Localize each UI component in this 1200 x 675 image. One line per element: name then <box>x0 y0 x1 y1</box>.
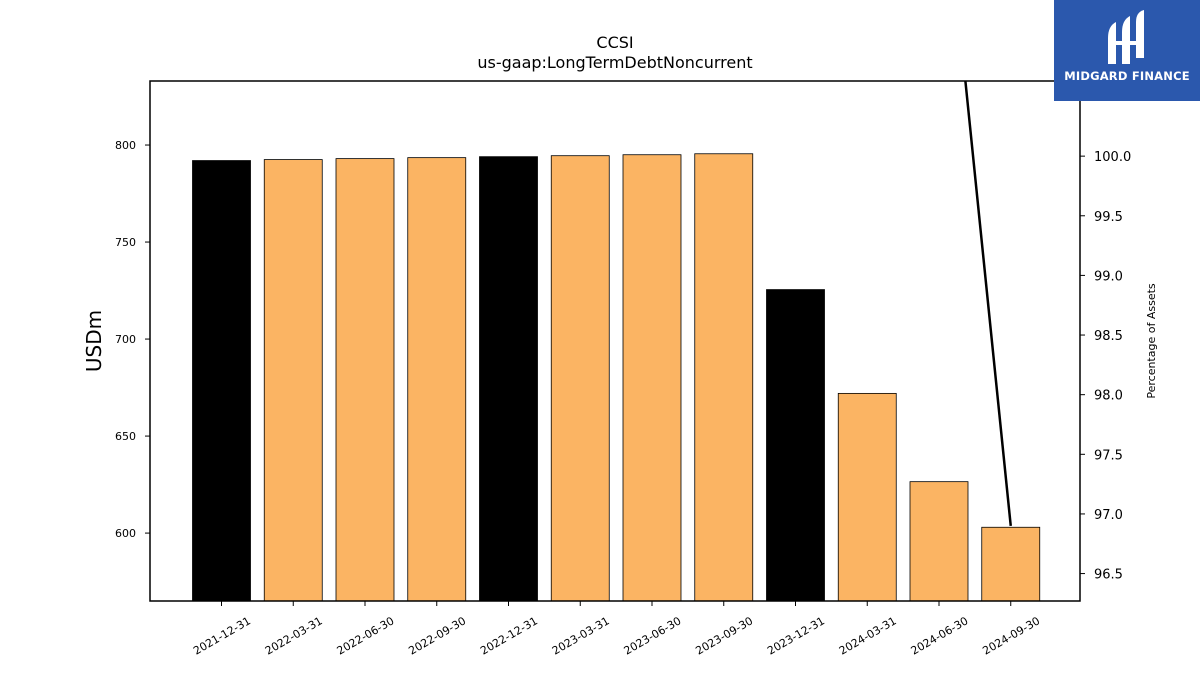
x-tick-label: 2022-12-31 <box>478 614 540 657</box>
y2-axis-label: Percentage of Assets <box>1145 283 1158 399</box>
chart-subtitle: us-gaap:LongTermDebtNoncurrent <box>477 53 752 72</box>
y2-tick-label: 99.5 <box>1094 210 1123 225</box>
y2-tick-label: 99.0 <box>1094 269 1123 284</box>
brand-logo: MIDGARD FINANCE <box>1054 0 1200 101</box>
y-tick-label: 750 <box>115 236 136 249</box>
plot-frame <box>149 80 1081 602</box>
y-tick-label: 800 <box>115 139 136 152</box>
right-axis-ticks: 96.5 97.0 97.5 98.0 98.5 99.0 99.5 100.0 <box>1080 150 1131 583</box>
bar-2024-09-30 <box>981 526 1041 602</box>
bar-2022-06-30 <box>335 158 395 602</box>
bar-2023-09-30 <box>694 153 754 602</box>
x-tick-label: 2022-06-30 <box>335 614 397 657</box>
percentage-line <box>964 81 1012 527</box>
x-tick-label: 2021-12-31 <box>191 614 253 657</box>
bar-2024-03-31 <box>837 392 897 602</box>
y-tick-label: 600 <box>115 527 136 540</box>
y2-tick-label: 98.5 <box>1094 329 1123 344</box>
bar-2021-12-31 <box>192 160 251 602</box>
logo-mark-icon <box>1108 10 1144 64</box>
x-tick-label: 2024-09-30 <box>980 614 1042 657</box>
x-tick-label: 2023-12-31 <box>765 614 827 657</box>
bar-2022-09-30 <box>407 157 467 602</box>
chart-title: CCSI <box>596 33 633 52</box>
x-tick-label: 2022-09-30 <box>406 614 468 657</box>
y2-tick-label: 97.5 <box>1094 448 1123 463</box>
y2-tick-label: 96.5 <box>1094 568 1123 583</box>
x-tick-label: 2023-03-31 <box>550 614 612 657</box>
x-tick-label: 2024-06-30 <box>909 614 971 657</box>
bar-2023-12-31 <box>766 289 825 602</box>
bar-2023-06-30 <box>622 154 682 602</box>
bar-2022-12-31 <box>479 156 538 602</box>
y-tick-label: 650 <box>115 430 136 443</box>
bar-2022-03-31 <box>263 159 323 602</box>
left-axis-ticks: 600 650 700 750 800 <box>115 139 150 540</box>
x-tick-label: 2023-09-30 <box>693 614 755 657</box>
bar-2023-03-31 <box>550 155 610 602</box>
y2-tick-label: 97.0 <box>1094 508 1123 523</box>
x-tick-label: 2023-06-30 <box>622 614 684 657</box>
logo-text: MIDGARD FINANCE <box>1064 69 1190 83</box>
x-axis-ticks: 2021-12-31 2022-03-31 2022-06-30 2022-09-30… <box>191 601 1042 658</box>
percentage-line-group <box>964 81 1012 527</box>
bars-group <box>192 153 1041 602</box>
x-tick-label: 2022-03-31 <box>263 614 325 657</box>
y2-tick-label: 98.0 <box>1094 389 1123 404</box>
y2-tick-label: 100.0 <box>1094 150 1131 165</box>
y-tick-label: 700 <box>115 333 136 346</box>
bar-2024-06-30 <box>909 481 969 602</box>
x-tick-label: 2024-03-31 <box>837 614 899 657</box>
y-axis-label: USDm <box>82 310 106 372</box>
